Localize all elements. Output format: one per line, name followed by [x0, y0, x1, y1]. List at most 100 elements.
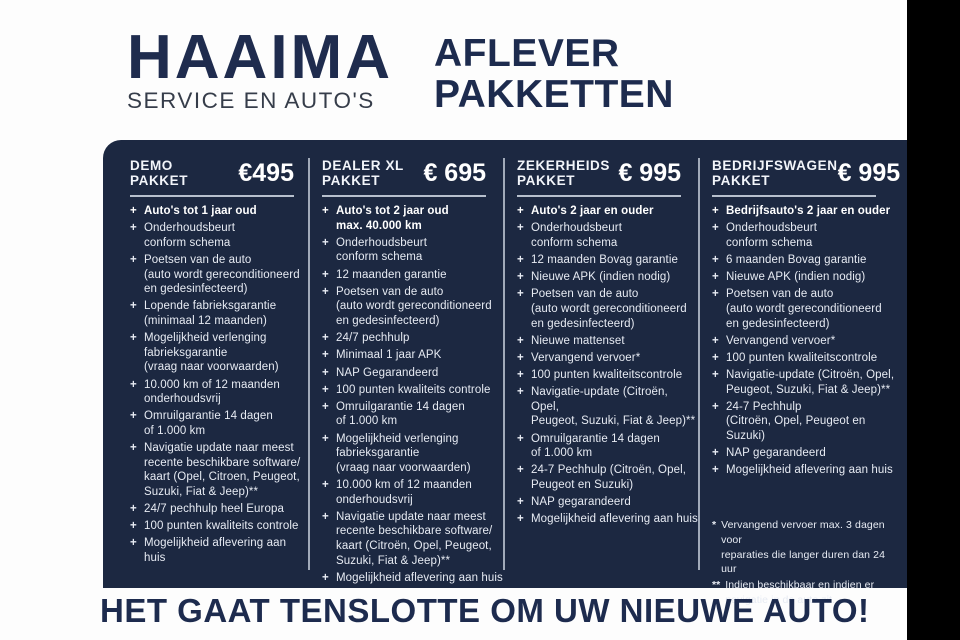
plus-bullet-icon: +: [322, 285, 329, 298]
package-column: BEDRIJFSWAGEN PAKKET € 995 + Bedrijfsaut…: [698, 158, 900, 606]
plus-bullet-icon: +: [130, 503, 137, 516]
package-item-text: Omruilgarantie 14 dagen of 1.000 km: [144, 410, 273, 437]
package-item: + Onderhoudsbeurt conform schema: [130, 221, 308, 250]
package-item: + 12 maanden garantie: [322, 268, 503, 283]
plus-bullet-icon: +: [322, 205, 329, 217]
package-item: + 24-7 Pechhulp (Citroën, Opel, Peugeot …: [712, 400, 897, 444]
plus-bullet-icon: +: [322, 479, 329, 492]
package-item: + 12 maanden Bovag garantie: [517, 253, 698, 268]
page-title-line2: PAKKETTEN: [434, 73, 674, 116]
footnote-text: Vervangend vervoer max. 3 dagen voor rep…: [721, 519, 886, 576]
plus-bullet-icon: +: [712, 288, 719, 301]
plus-bullet-icon: +: [712, 351, 719, 364]
package-item-text: Omruilgarantie 14 dagen of 1.000 km: [336, 400, 465, 428]
package-item: + Omruilgarantie 14 dagen of 1.000 km: [322, 400, 503, 429]
package-item: + Onderhoudsbeurt conform schema: [712, 221, 897, 250]
package-item: + Navigatie-update (Citroën, Opel, Peuge…: [517, 385, 698, 429]
package-item-text: Bedrijfsauto's 2 jaar en ouder: [726, 205, 891, 217]
plus-bullet-icon: +: [322, 510, 329, 523]
package-item: + Onderhoudsbeurt conform schema: [517, 221, 698, 250]
package-item-text: Onderhoudsbeurt conform schema: [336, 236, 428, 264]
package-item: + 100 punten kwaliteitscontrole: [712, 351, 897, 366]
package-item-text: 10.000 km of 12 maanden onderhoudsvrij: [336, 479, 472, 506]
package-item-text: Mogelijkheid aflevering aan huis: [726, 464, 893, 477]
package-item: + NAP gegarandeerd: [712, 446, 897, 461]
plus-bullet-icon: +: [517, 351, 524, 364]
package-item-text: Poetsen van de auto (auto wordt gerecond…: [144, 253, 300, 296]
plus-bullet-icon: +: [712, 400, 719, 413]
package-item-text: Navigatie update naar meest recente besc…: [336, 510, 493, 567]
plus-bullet-icon: +: [712, 222, 719, 235]
package-header: DEALER XL PAKKET € 695: [322, 158, 486, 188]
package-item-text: 24-7 Pechhulp (Citroën, Opel, Peugeot en…: [531, 464, 687, 492]
package-column: DEALER XL PAKKET € 695 + Auto's tot 2 ja…: [308, 158, 503, 584]
plus-bullet-icon: +: [517, 386, 524, 399]
package-item: + Omruilgarantie 14 dagen of 1.000 km: [517, 432, 698, 461]
package-name: BEDRIJFSWAGEN PAKKET: [712, 158, 838, 188]
package-item-text: Onderhoudsbeurt conform schema: [144, 222, 236, 249]
plus-bullet-icon: +: [130, 410, 137, 423]
package-item: + Omruilgarantie 14 dagen of 1.000 km: [130, 409, 308, 438]
package-item-text: Mogelijkheid aflevering aan huis: [144, 537, 287, 564]
package-item: + 10.000 km of 12 maanden onderhoudsvrij: [130, 378, 308, 407]
header-divider: [712, 195, 876, 197]
package-item: + Mogelijkheid verlenging fabrieksgarant…: [130, 331, 308, 375]
plus-bullet-icon: +: [130, 253, 137, 266]
package-price: € 995: [618, 158, 681, 187]
package-item-text: Mogelijkheid aflevering aan huis: [336, 571, 503, 584]
package-item-text: Onderhoudsbeurt conform schema: [726, 222, 818, 249]
package-item: + Vervangend vervoer*: [712, 334, 897, 349]
package-column: DEMO PAKKET €495 + Auto's tot 1 jaar oud…: [130, 158, 308, 570]
package-item-text: 24-7 Pechhulp (Citroën, Opel, Peugeot en…: [726, 400, 866, 443]
package-item: + Auto's tot 1 jaar oud: [130, 204, 308, 219]
plus-bullet-icon: +: [322, 432, 329, 445]
plus-bullet-icon: +: [517, 334, 524, 347]
plus-bullet-icon: +: [712, 253, 719, 266]
package-item-text: Poetsen van de auto (auto wordt gerecond…: [531, 288, 687, 330]
package-item: + Navigatie-update (Citroën, Opel, Peuge…: [712, 368, 897, 397]
plus-bullet-icon: +: [517, 496, 524, 509]
plus-bullet-icon: +: [322, 349, 329, 362]
package-item-text: Mogelijkheid verlenging fabrieksgarantie…: [336, 432, 471, 474]
package-item-text: Mogelijkheid verlenging fabrieksgarantie…: [144, 332, 279, 374]
package-item-text: 10.000 km of 12 maanden onderhoudsvrij: [144, 378, 280, 406]
plus-bullet-icon: +: [517, 288, 524, 301]
package-item-text: Navigatie-update (Citroën, Opel, Peugeot…: [726, 369, 895, 396]
plus-bullet-icon: +: [322, 268, 329, 281]
plus-bullet-icon: +: [712, 447, 719, 460]
plus-bullet-icon: +: [712, 205, 719, 217]
plus-bullet-icon: +: [130, 520, 137, 533]
package-item: + Mogelijkheid aflevering aan huis: [712, 463, 897, 478]
package-item: + Nieuwe APK (indien nodig): [517, 270, 698, 285]
plus-bullet-icon: +: [712, 271, 719, 284]
package-item: + Navigatie update naar meest recente be…: [322, 510, 503, 568]
package-price: € 695: [423, 158, 486, 187]
plus-bullet-icon: +: [517, 513, 524, 526]
package-item-text: Nieuwe APK (indien nodig): [726, 271, 866, 284]
package-items: + Bedrijfsauto's 2 jaar en ouder + Onder…: [712, 204, 897, 478]
package-item: + Auto's tot 2 jaar oud max. 40.000 km: [322, 204, 503, 233]
package-item-text: Omruilgarantie 14 dagen of 1.000 km: [531, 432, 660, 460]
package-item-text: Auto's 2 jaar en ouder: [531, 205, 654, 217]
package-header: ZEKERHEIDS PAKKET € 995: [517, 158, 681, 188]
package-item: + Nieuwe mattenset: [517, 334, 698, 349]
footnote-text: Indien beschikbaar en indien er navigati…: [725, 579, 875, 607]
plus-bullet-icon: +: [517, 464, 524, 477]
package-column: ZEKERHEIDS PAKKET € 995 + Auto's 2 jaar …: [503, 158, 698, 570]
package-item-text: Auto's tot 1 jaar oud: [144, 205, 257, 217]
footnote-marker: **: [712, 579, 721, 592]
package-item: + 24-7 Pechhulp (Citroën, Opel, Peugeot …: [517, 463, 698, 492]
header-divider: [322, 195, 486, 197]
plus-bullet-icon: +: [517, 222, 524, 235]
package-item: + 100 punten kwaliteits controle: [322, 383, 503, 398]
package-item-text: 12 maanden garantie: [336, 268, 447, 281]
package-items: + Auto's tot 2 jaar oud max. 40.000 km +…: [322, 204, 503, 585]
plus-bullet-icon: +: [130, 222, 137, 235]
plus-bullet-icon: +: [517, 432, 524, 445]
package-item-text: 12 maanden Bovag garantie: [531, 253, 678, 266]
plus-bullet-icon: +: [322, 400, 329, 413]
package-item-text: Lopende fabrieksgarantie (minimaal 12 ma…: [144, 300, 277, 327]
package-price: € 995: [837, 158, 901, 187]
plus-bullet-icon: +: [322, 383, 329, 396]
plus-bullet-icon: +: [712, 334, 719, 347]
